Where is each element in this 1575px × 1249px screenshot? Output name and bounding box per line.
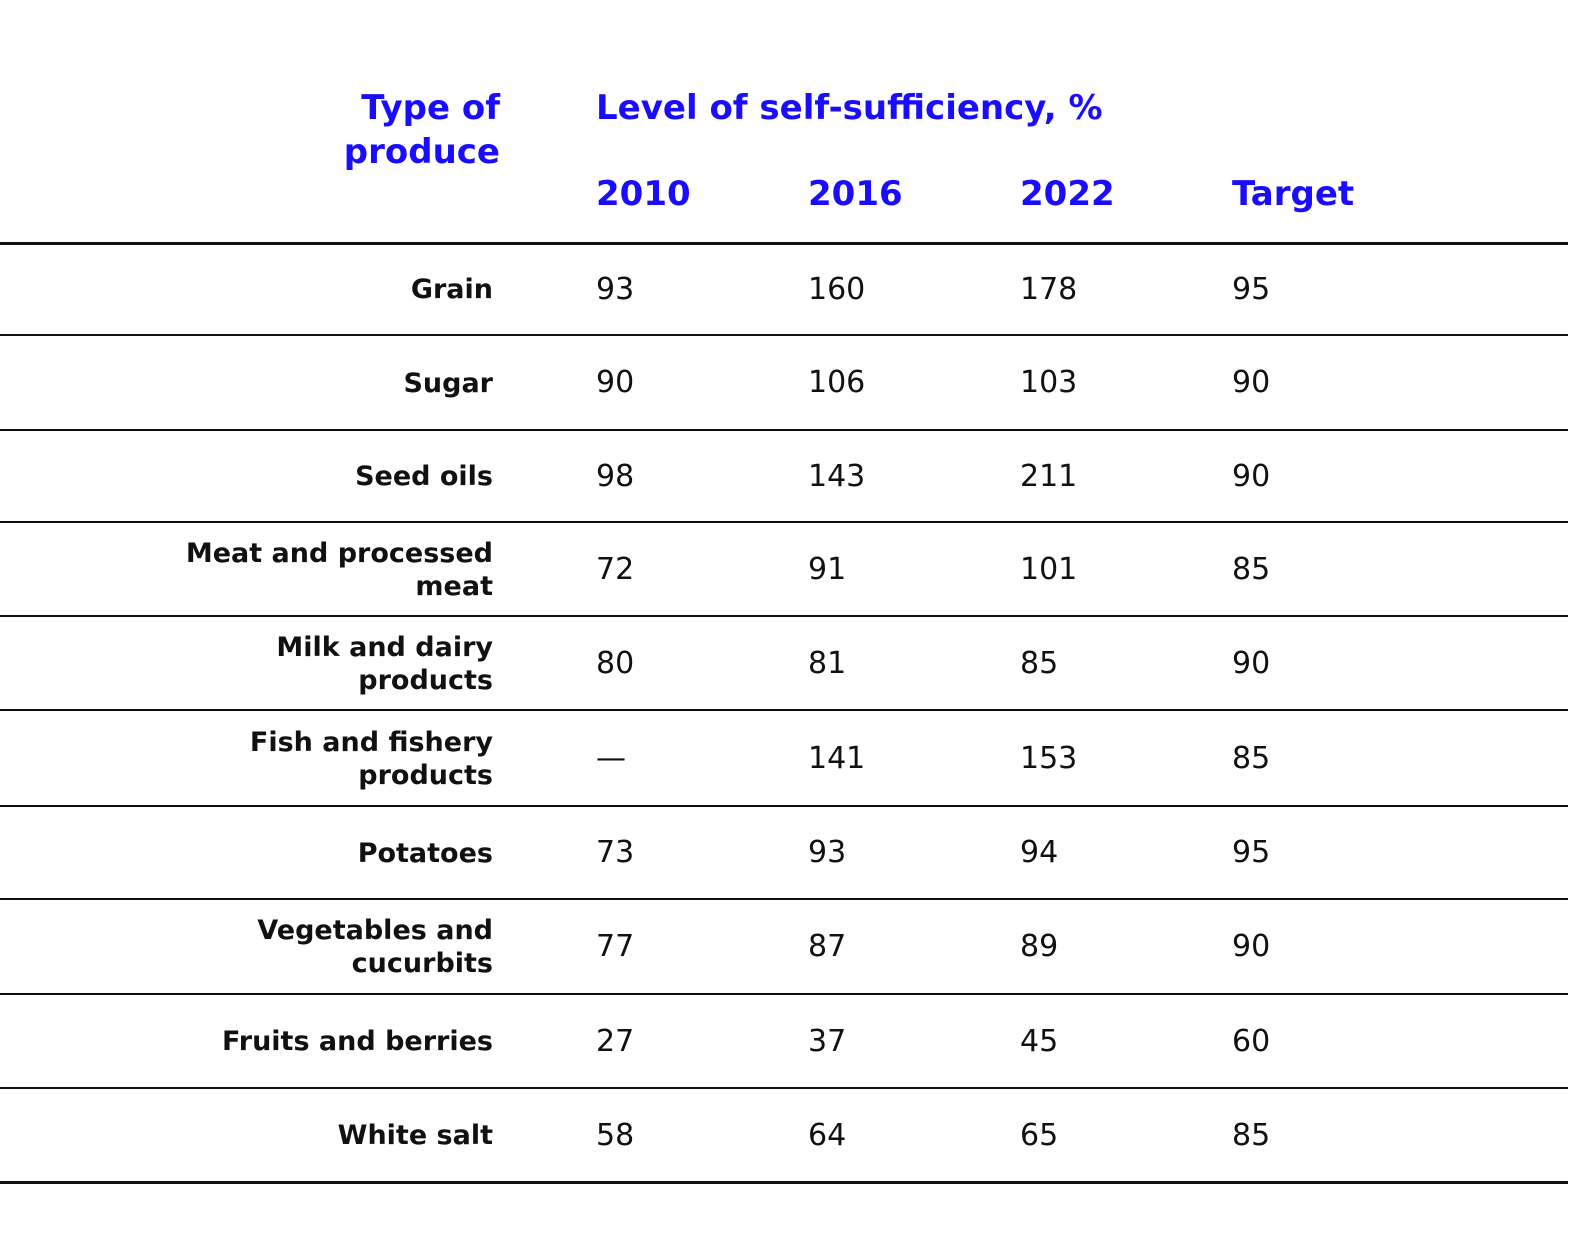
cell-2022: 89 [1020,929,1059,964]
cell-2010: 73 [596,835,635,870]
cell-2010: 77 [596,929,635,964]
level-of-self-sufficiency-header: Level of self-sufficiency, % [596,88,1103,128]
column-header-target: Target [1232,174,1355,214]
cell-2016: 143 [808,458,866,494]
table-row: Potatoes 73 93 94 95 [0,808,1568,898]
cell-2022: 85 [1020,645,1059,681]
row-label: Milk and dairy products [276,631,493,696]
cell-2010: — [596,740,626,776]
cell-target: 90 [1232,365,1271,400]
row-label: Meat and processed meat [185,537,493,602]
row-divider [0,993,1568,995]
row-label: Fish and fishery products [249,726,493,791]
cell-target: 85 [1232,551,1271,587]
table-border-rule [0,1181,1568,1184]
cell-target: 60 [1232,1023,1271,1059]
cell-target: 85 [1232,1117,1271,1153]
table-border-rule [0,242,1568,245]
row-label: Fruits and berries [222,1026,493,1057]
cell-2016: 106 [808,365,866,400]
column-header-2010: 2010 [596,174,691,214]
cell-2022: 101 [1020,551,1078,587]
table-row: Seed oils 98 143 211 90 [0,432,1568,521]
row-divider [0,709,1568,711]
row-divider [0,1087,1568,1089]
cell-target: 85 [1232,740,1271,776]
cell-2022: 153 [1020,740,1078,776]
cell-2010: 58 [596,1117,635,1153]
table-row: Vegetables and cucurbits 77 87 89 90 [0,901,1568,993]
table-row: Meat and processed meat 72 91 101 85 [0,524,1568,615]
cell-target: 95 [1232,835,1271,870]
row-label: White salt [337,1120,493,1151]
cell-2016: 160 [808,271,866,307]
row-label: Sugar [403,367,493,399]
table-row: Fruits and berries 27 37 45 60 [0,996,1568,1087]
cell-2022: 103 [1020,365,1078,400]
cell-target: 95 [1232,271,1271,307]
column-header-2016: 2016 [808,174,903,214]
cell-2010: 98 [596,458,635,494]
cell-2016: 91 [808,551,847,587]
cell-target: 90 [1232,458,1271,494]
row-divider [0,521,1568,523]
cell-2010: 93 [596,271,635,307]
cell-target: 90 [1232,929,1271,964]
row-divider [0,898,1568,900]
cell-2022: 211 [1020,458,1078,494]
row-divider [0,429,1568,431]
cell-2022: 45 [1020,1023,1059,1059]
cell-2016: 81 [808,645,847,681]
table-row: Grain 93 160 178 95 [0,245,1568,334]
row-label: Potatoes [357,837,493,869]
table-row: Fish and fishery products — 141 153 85 [0,712,1568,805]
type-of-produce-header: Type of produce [343,88,500,172]
table-row: Sugar 90 106 103 90 [0,337,1568,429]
row-label: Grain [410,274,493,305]
table-row: Milk and dairy products 80 81 85 90 [0,618,1568,709]
row-label: Vegetables and cucurbits [257,915,493,979]
cell-2016: 87 [808,929,847,964]
cell-target: 90 [1232,645,1271,681]
cell-2010: 27 [596,1023,635,1059]
cell-2010: 90 [596,365,635,400]
cell-2022: 178 [1020,271,1078,307]
cell-2022: 65 [1020,1117,1059,1153]
cell-2010: 80 [596,645,635,681]
cell-2016: 64 [808,1117,847,1153]
cell-2016: 93 [808,835,847,870]
cell-2010: 72 [596,551,635,587]
cell-2016: 37 [808,1023,847,1059]
cell-2022: 94 [1020,835,1059,870]
row-label: Seed oils [355,461,493,492]
row-divider [0,615,1568,617]
row-divider [0,805,1568,807]
column-header-2022: 2022 [1020,174,1115,214]
row-divider [0,334,1568,336]
table-row: White salt 58 64 65 85 [0,1090,1568,1181]
cell-2016: 141 [808,740,866,776]
